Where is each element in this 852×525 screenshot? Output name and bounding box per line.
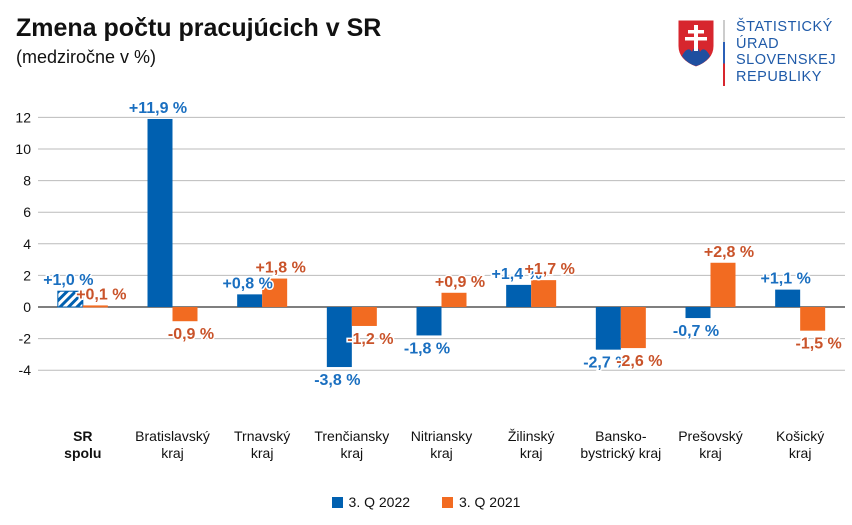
bar <box>326 307 352 368</box>
y-tick-label: 12 <box>15 109 31 125</box>
data-label: +1,4 % <box>492 266 542 283</box>
bar <box>685 307 711 319</box>
bar <box>57 290 84 308</box>
y-tick-label: 6 <box>23 204 31 220</box>
logo-line: REPUBLIKY <box>736 68 822 85</box>
data-label: +0,8 % <box>223 275 273 292</box>
data-label: -0,7 % <box>673 323 719 340</box>
category-label: Žilinský kraj <box>507 428 555 461</box>
bar <box>147 118 173 307</box>
legend-swatch <box>331 496 343 508</box>
bar <box>441 292 467 307</box>
category-label: Trnavský kraj <box>234 428 291 461</box>
bar <box>531 280 557 307</box>
category-label: Trenčiansky kraj <box>314 428 390 461</box>
y-tick-label: 0 <box>23 299 31 315</box>
y-tick-label: 2 <box>23 267 31 283</box>
bar <box>262 278 288 307</box>
category-label: Prešovský kraj <box>678 428 743 461</box>
chart-title: Zmena počtu pracujúcich v SR <box>16 14 382 42</box>
y-tick-label: -4 <box>19 362 32 378</box>
data-label: -1,5 % <box>796 336 842 353</box>
data-label: -2,7 % <box>583 355 629 372</box>
data-label: +2,8 % <box>704 244 754 261</box>
data-label: +1,7 % <box>525 261 575 278</box>
data-label: +1,0 % <box>43 272 93 289</box>
data-label: +11,9 % <box>129 100 187 117</box>
category-label: Bansko- bystrický kraj <box>580 428 662 461</box>
logo-divider <box>723 20 725 86</box>
legend-label: 3. Q 2022 <box>348 494 411 510</box>
data-label: +0,9 % <box>435 274 485 291</box>
bar <box>710 262 736 307</box>
data-label: -0,9 % <box>168 326 214 343</box>
logo-line: SLOVENSKEJ <box>736 52 837 68</box>
legend-swatch <box>441 496 453 508</box>
y-tick-label: 8 <box>23 173 31 189</box>
bar <box>172 307 198 322</box>
data-label: +1,8 % <box>256 260 306 277</box>
data-label: +0,1 % <box>76 286 126 303</box>
data-label: -2,6 % <box>616 353 662 370</box>
y-tick-label: -2 <box>19 331 32 347</box>
bar <box>237 294 263 307</box>
bar <box>506 284 532 307</box>
y-tick-label: 10 <box>15 141 31 157</box>
y-tick-label: 4 <box>23 236 31 252</box>
logo-line: ŠTATISTICKÝ <box>736 19 833 35</box>
category-label: Nitriansky kraj <box>410 428 473 461</box>
bar <box>775 289 801 307</box>
data-label: -1,2 % <box>347 331 393 348</box>
legend-label: 3. Q 2021 <box>458 494 521 510</box>
data-label: -3,8 % <box>314 372 360 389</box>
data-label: -1,8 % <box>404 340 450 357</box>
data-label: +1,1 % <box>761 271 811 288</box>
bar <box>82 305 108 308</box>
category-label: Bratislavský kraj <box>135 428 210 461</box>
bar <box>620 307 646 349</box>
bar <box>800 307 826 331</box>
bar <box>595 307 621 350</box>
category-label: SR spolu <box>64 428 102 461</box>
bar <box>416 307 442 336</box>
legend-item: 3. Q 2022 <box>331 494 411 510</box>
logo-line: ÚRAD <box>736 35 780 52</box>
category-label: Košický kraj <box>776 428 825 461</box>
bar <box>351 307 377 326</box>
logo-text: ŠTATISTICKÝ ÚRAD SLOVENSKEJ REPUBLIKY <box>736 19 836 85</box>
chart-subtitle: (medziročne v %) <box>16 47 157 67</box>
slovak-coat-of-arms-icon <box>677 19 715 68</box>
legend-item: 3. Q 2021 <box>441 494 521 510</box>
legend: 3. Q 2022 3. Q 2021 <box>0 494 852 511</box>
